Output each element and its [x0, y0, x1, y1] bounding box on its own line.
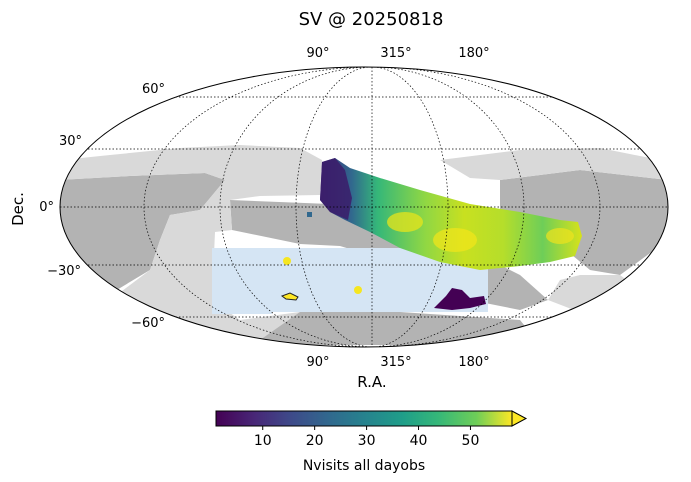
ra-grid-meridian-1 — [295, 67, 449, 347]
colorbar-tick-label: 10 — [254, 433, 272, 449]
ra-tick-bottom-315: 315° — [380, 355, 411, 370]
colorbar-tick-label: 20 — [306, 433, 324, 449]
footprint-light-blue-edge — [212, 300, 272, 314]
dec-tick-minus60: −60° — [131, 316, 165, 331]
visits-strip-hotspot-2 — [433, 228, 477, 252]
footprint-regions — [60, 145, 668, 345]
ra-tick-bottom-90: 90° — [306, 355, 329, 370]
colorbar-label: Nvisits all dayobs — [303, 458, 425, 474]
ra-tick-labels-bottom: 90° 315° 180° — [306, 355, 489, 370]
colorbar-ticks: 10 20 30 40 50 — [254, 426, 480, 449]
visits-small-field-2 — [283, 257, 291, 265]
colorbar-tick-label: 40 — [410, 433, 428, 449]
ra-tick-bottom-180: 180° — [458, 355, 489, 370]
sky-map — [59, 66, 669, 348]
visits-small-field-3 — [354, 286, 362, 294]
dec-tick-labels: 60° 30° 0° −30° −60° — [39, 82, 165, 331]
x-axis-label: R.A. — [357, 373, 386, 391]
dec-tick-0: 0° — [39, 200, 54, 215]
dec-tick-60: 60° — [142, 82, 165, 97]
map-outline — [59, 66, 669, 348]
visits-strip-dark-edge — [320, 158, 352, 220]
dec-tick-minus30: −30° — [47, 264, 81, 279]
colorbar: 10 20 30 40 50 Nvisits all dayobs — [215, 410, 528, 474]
visits-blob-south — [434, 288, 486, 310]
visits-small-field-1 — [307, 212, 312, 217]
ra-tick-top-315: 315° — [380, 46, 411, 61]
ra-grid-meridian-3 — [143, 67, 601, 347]
y-axis-label: Dec. — [9, 192, 27, 226]
graticule — [60, 67, 668, 347]
chart-title: SV @ 20250818 — [299, 9, 444, 30]
ra-grid-meridian-2 — [219, 67, 525, 347]
visits-small-field-4 — [280, 292, 299, 301]
colorbar-tick-label: 50 — [462, 433, 480, 449]
ra-tick-top-180: 180° — [458, 46, 489, 61]
ra-tick-labels-top: 90° 315° 180° — [306, 46, 489, 61]
colorbar-tick-label: 30 — [358, 433, 376, 449]
colorbar-gradient — [215, 410, 513, 427]
visits-strip-hotspot-1 — [387, 212, 423, 232]
visits-strip-base — [320, 158, 582, 270]
colorbar-extend-arrow — [511, 410, 528, 427]
dec-tick-30: 30° — [59, 134, 82, 149]
ra-tick-top-90: 90° — [306, 46, 329, 61]
visits-strip-hotspot-3 — [546, 228, 574, 244]
